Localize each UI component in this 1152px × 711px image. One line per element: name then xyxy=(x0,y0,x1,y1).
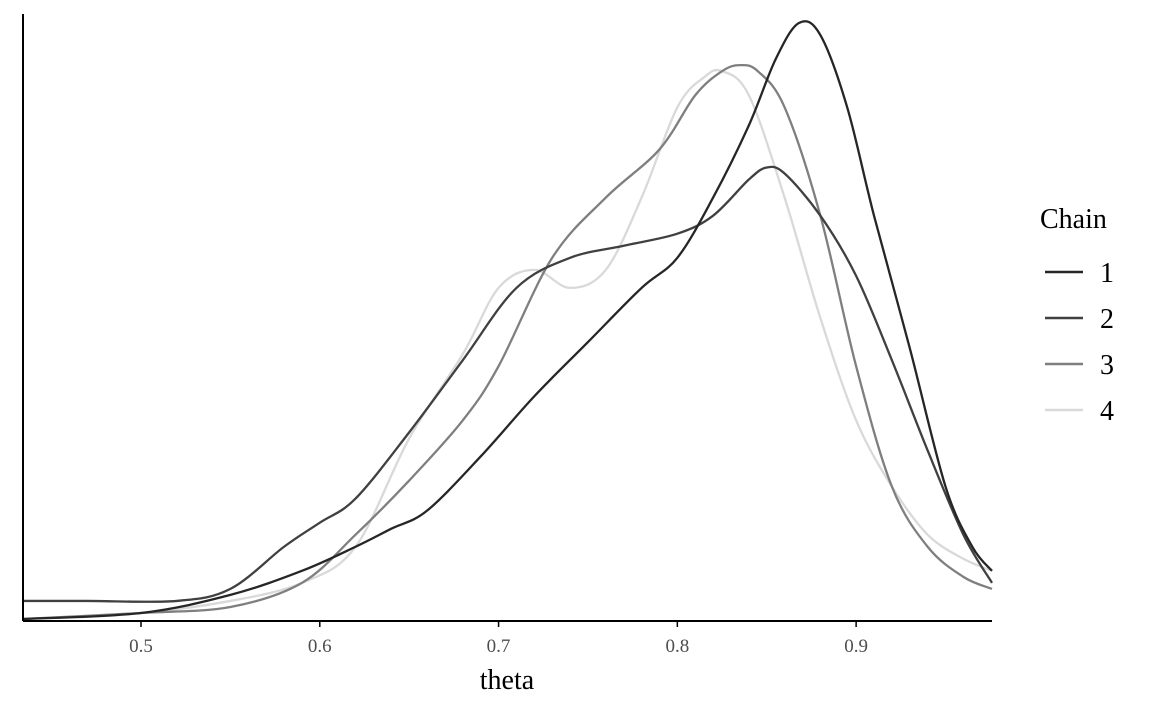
legend-label-chain-1: 1 xyxy=(1100,258,1114,289)
legend-title: Chain xyxy=(1040,204,1107,235)
series-line-chain-2 xyxy=(23,165,993,603)
legend-label-chain-4: 4 xyxy=(1100,396,1114,427)
series-line-chain-4 xyxy=(22,68,993,621)
x-tick-label: 0.7 xyxy=(487,636,511,657)
x-tick-label: 0.8 xyxy=(665,636,689,657)
x-tick-label: 0.6 xyxy=(308,636,332,657)
x-tick-label: 0.9 xyxy=(844,636,868,657)
series-lines xyxy=(22,20,993,621)
series-line-chain-1 xyxy=(22,20,993,621)
legend-label-chain-2: 2 xyxy=(1100,304,1114,335)
x-axis-title: theta xyxy=(480,665,535,696)
legend: 1 2 3 4 xyxy=(1045,258,1114,427)
legend-label-chain-3: 3 xyxy=(1100,350,1114,381)
series-line-chain-3 xyxy=(22,63,993,621)
x-axis-ticks: 0.5 0.6 0.7 0.8 0.9 xyxy=(129,621,868,657)
x-tick-label: 0.5 xyxy=(129,636,153,657)
